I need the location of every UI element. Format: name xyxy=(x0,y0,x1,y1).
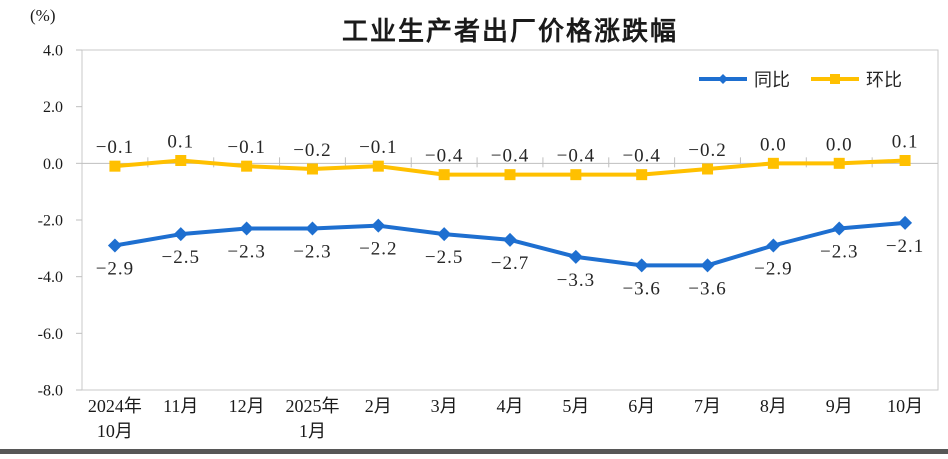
x-axis-label: 11月 xyxy=(163,396,198,416)
bottom-divider-bar xyxy=(0,449,948,454)
series-mom-value-label: −0.4 xyxy=(557,146,595,167)
chart-legend: 同比 环比 xyxy=(698,66,902,92)
y-axis-tick-label: 0.0 xyxy=(43,156,63,173)
series-mom-marker xyxy=(504,169,516,181)
series-mom-value-label: −0.1 xyxy=(227,137,265,158)
series-mom-marker xyxy=(767,157,779,169)
x-axis-label: 10月 xyxy=(97,421,133,441)
series-mom-marker xyxy=(241,160,253,172)
x-axis-label: 7月 xyxy=(694,396,721,416)
series-mom-value-label: −0.4 xyxy=(491,146,529,167)
x-axis-label: 9月 xyxy=(826,396,853,416)
y-axis-tick-label: -2.0 xyxy=(38,213,63,230)
series-mom-marker xyxy=(175,155,187,166)
series-mom-value-label: −0.2 xyxy=(688,140,726,161)
series-yoy-value-label: −2.7 xyxy=(491,253,529,274)
series-mom-value-label: −0.4 xyxy=(622,146,660,167)
series-yoy-marker xyxy=(305,221,320,236)
y-axis-tick-label: -8.0 xyxy=(38,383,63,400)
x-axis-label: 3月 xyxy=(431,396,458,416)
series-mom-marker xyxy=(833,157,845,169)
series-yoy-value-label: −3.6 xyxy=(688,278,726,299)
series-mom-value-label: −0.4 xyxy=(425,146,463,167)
series-mom-value-label: 0.1 xyxy=(892,132,919,153)
series-mom-marker xyxy=(372,160,384,172)
series-yoy-marker xyxy=(766,238,781,253)
yoy-line-marker-icon xyxy=(699,74,747,84)
series-yoy-marker xyxy=(503,232,517,247)
series-yoy-marker xyxy=(107,238,122,253)
series-yoy-value-label: −2.9 xyxy=(754,259,792,280)
series-yoy-value-label: −2.3 xyxy=(227,242,265,263)
x-axis-label: 1月 xyxy=(299,421,326,441)
series-mom-marker xyxy=(636,169,648,181)
series-yoy-marker xyxy=(173,227,188,242)
chart-title: 工业生产者出厂价格涨跌幅 xyxy=(341,16,678,46)
legend-item-mom: 环比 xyxy=(810,66,902,92)
y-axis-tick-label: 4.0 xyxy=(43,43,63,60)
series-yoy-value-label: −2.5 xyxy=(425,247,463,268)
series-mom-value-label: 0.0 xyxy=(826,134,853,155)
mom-line-marker-icon xyxy=(811,74,859,84)
x-axis-label: 4月 xyxy=(497,396,524,416)
series-mom-value-label: 0.0 xyxy=(760,134,787,155)
x-axis-label: 10月 xyxy=(887,396,923,416)
series-mom-marker xyxy=(702,163,714,175)
series-yoy-value-label: −2.2 xyxy=(359,239,397,260)
y-axis-unit-label: (%) xyxy=(30,6,56,25)
x-axis-label: 2024年 xyxy=(88,396,142,416)
series-yoy-value-label: −2.9 xyxy=(96,259,134,280)
legend-label-yoy: 同比 xyxy=(754,70,790,90)
series-mom-marker xyxy=(570,169,582,181)
series-mom-value-label: −0.2 xyxy=(293,140,331,161)
series-mom-value-label: −0.1 xyxy=(359,137,397,158)
x-axis-label: 5月 xyxy=(562,396,589,416)
series-mom-marker xyxy=(306,163,318,175)
series-yoy-value-label: −2.3 xyxy=(820,242,858,263)
series-yoy-marker xyxy=(898,215,913,230)
series-mom-marker xyxy=(899,155,911,166)
x-axis-label: 2025年 xyxy=(285,396,339,416)
series-yoy-marker xyxy=(239,221,254,236)
y-axis-tick-label: 2.0 xyxy=(43,99,63,116)
series-yoy-marker xyxy=(437,227,452,242)
series-yoy-marker xyxy=(832,221,847,236)
series-yoy-marker xyxy=(371,218,386,233)
series-mom-marker xyxy=(438,169,450,181)
series-mom-value-label: −0.1 xyxy=(96,137,134,158)
legend-label-mom: 环比 xyxy=(866,70,902,90)
series-yoy-marker xyxy=(634,258,649,273)
y-axis-tick-label: -6.0 xyxy=(38,326,63,343)
x-axis-label: 12月 xyxy=(229,396,265,416)
x-axis-label: 8月 xyxy=(760,396,787,416)
series-yoy-value-label: −3.3 xyxy=(557,270,595,291)
series-yoy-value-label: −3.6 xyxy=(622,278,660,299)
series-yoy-marker xyxy=(700,258,715,273)
legend-item-yoy: 同比 xyxy=(698,66,790,92)
series-yoy-value-label: −2.3 xyxy=(293,242,331,263)
series-yoy-value-label: −2.5 xyxy=(162,247,200,268)
y-axis-tick-label: -4.0 xyxy=(38,269,63,286)
series-mom-marker xyxy=(109,160,121,172)
series-yoy-marker xyxy=(568,249,583,264)
series-mom-value-label: 0.1 xyxy=(167,132,194,153)
series-yoy-value-label: −2.1 xyxy=(886,236,924,257)
x-axis-label: 2月 xyxy=(365,396,392,416)
x-axis-label: 6月 xyxy=(628,396,655,416)
plot-border xyxy=(81,49,939,391)
